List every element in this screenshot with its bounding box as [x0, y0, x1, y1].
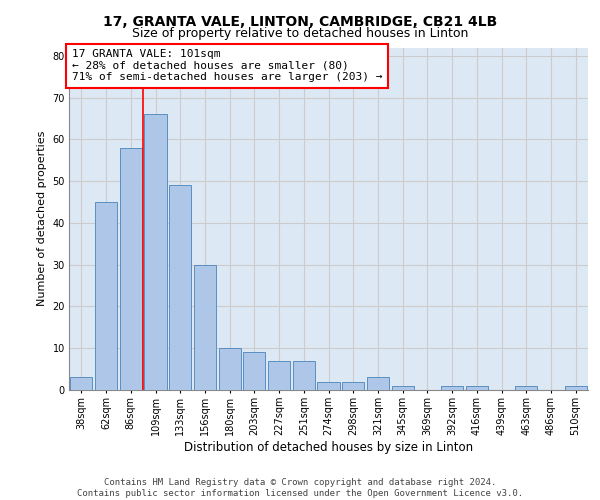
- Y-axis label: Number of detached properties: Number of detached properties: [37, 131, 47, 306]
- Bar: [466, 386, 488, 390]
- Bar: [145, 114, 167, 390]
- X-axis label: Distribution of detached houses by size in Linton: Distribution of detached houses by size …: [184, 440, 473, 454]
- Text: Size of property relative to detached houses in Linton: Size of property relative to detached ho…: [132, 28, 468, 40]
- Bar: [367, 378, 389, 390]
- Bar: [218, 348, 241, 390]
- Text: 17, GRANTA VALE, LINTON, CAMBRIDGE, CB21 4LB: 17, GRANTA VALE, LINTON, CAMBRIDGE, CB21…: [103, 15, 497, 29]
- Bar: [268, 361, 290, 390]
- Text: 17 GRANTA VALE: 101sqm
← 28% of detached houses are smaller (80)
71% of semi-det: 17 GRANTA VALE: 101sqm ← 28% of detached…: [71, 49, 382, 82]
- Text: Contains HM Land Registry data © Crown copyright and database right 2024.
Contai: Contains HM Land Registry data © Crown c…: [77, 478, 523, 498]
- Bar: [392, 386, 414, 390]
- Bar: [565, 386, 587, 390]
- Bar: [317, 382, 340, 390]
- Bar: [293, 361, 315, 390]
- Bar: [515, 386, 538, 390]
- Bar: [119, 148, 142, 390]
- Bar: [243, 352, 265, 390]
- Bar: [342, 382, 364, 390]
- Bar: [441, 386, 463, 390]
- Bar: [70, 378, 92, 390]
- Bar: [95, 202, 117, 390]
- Bar: [194, 264, 216, 390]
- Bar: [169, 186, 191, 390]
